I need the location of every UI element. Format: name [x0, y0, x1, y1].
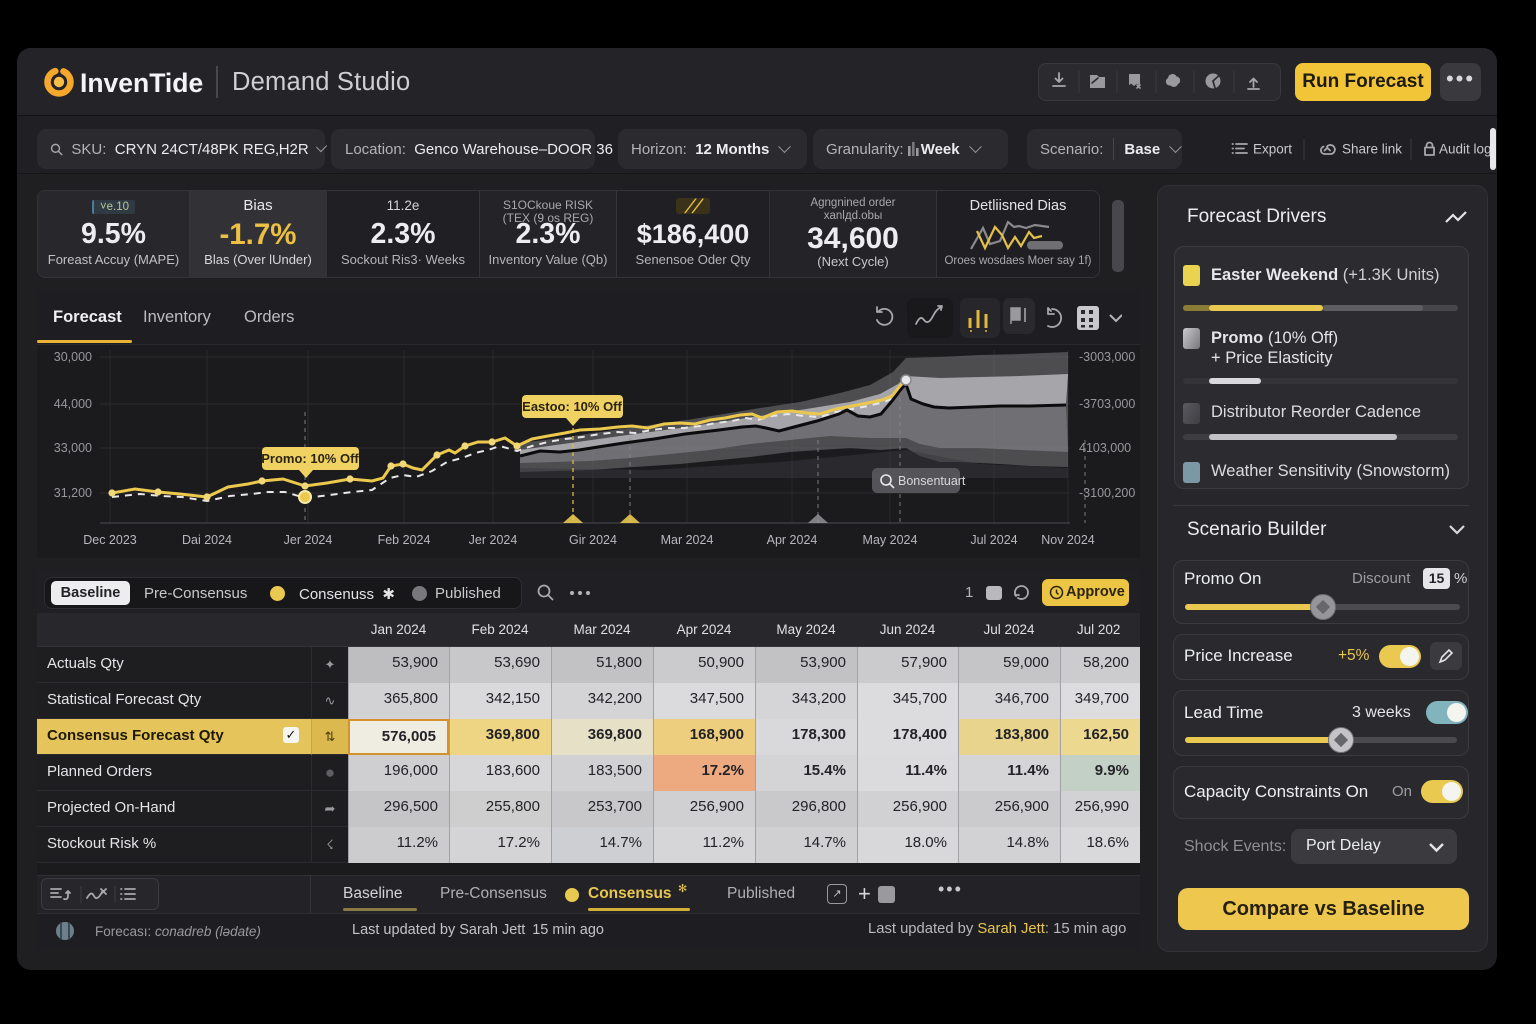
- svg-text:Mar 2024: Mar 2024: [661, 533, 714, 547]
- svg-text:Eastoo: 10% Off: Eastoo: 10% Off: [522, 399, 622, 414]
- svg-text:Promo: 10% Off: Promo: 10% Off: [261, 451, 359, 466]
- svg-text:Apr 2024: Apr 2024: [767, 533, 818, 547]
- svg-text:May 2024: May 2024: [863, 533, 918, 547]
- svg-text:Share link: Share link: [1342, 142, 1402, 157]
- svg-text:31,200: 31,200: [54, 486, 92, 500]
- svg-text:44,000: 44,000: [54, 397, 92, 411]
- svg-text:-3003,000: -3003,000: [1079, 350, 1135, 364]
- svg-text:Jul 2024: Jul 2024: [970, 533, 1017, 547]
- svg-text:Dec 2023: Dec 2023: [83, 533, 137, 547]
- svg-text:Bonsentuart: Bonsentuart: [898, 474, 966, 488]
- svg-text:30,000: 30,000: [54, 350, 92, 364]
- svg-text:Dai 2024: Dai 2024: [182, 533, 232, 547]
- svg-text:Jer 2024: Jer 2024: [469, 533, 518, 547]
- svg-text:Feb 2024: Feb 2024: [378, 533, 431, 547]
- svg-text:33,000: 33,000: [54, 441, 92, 455]
- svg-text:-3703,000: -3703,000: [1079, 397, 1135, 411]
- svg-text:Audit log: Audit log: [1439, 142, 1492, 157]
- svg-text:Export: Export: [1253, 142, 1292, 157]
- svg-text:Gir 2024: Gir 2024: [569, 533, 617, 547]
- svg-text:4103,000: 4103,000: [1079, 441, 1131, 455]
- svg-text:Jer 2024: Jer 2024: [284, 533, 333, 547]
- svg-text:Nov 2024: Nov 2024: [1041, 533, 1095, 547]
- svg-text:-3100,200: -3100,200: [1079, 486, 1135, 500]
